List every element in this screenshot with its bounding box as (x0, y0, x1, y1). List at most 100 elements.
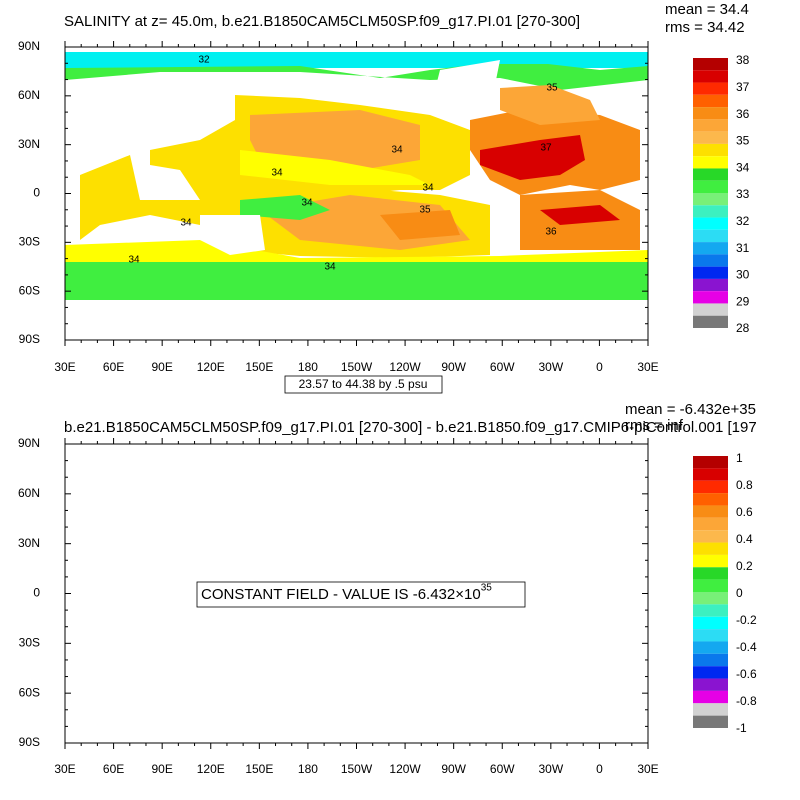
colorbar-label: -0.4 (736, 640, 757, 654)
colorbar-label: 1 (736, 451, 743, 465)
stat: rms = 34.42 (665, 19, 745, 36)
lat-label: 90S (19, 735, 40, 749)
colorbar-box (693, 554, 728, 568)
colorbar-box (693, 690, 728, 704)
colorbar-box (693, 703, 728, 716)
lat-label: 0 (33, 586, 40, 600)
contour-label: 34 (324, 262, 336, 273)
colorbar-box (693, 517, 728, 531)
lat-label: 30N (18, 536, 40, 550)
colorbar-box (693, 567, 728, 580)
lon-label: 0 (596, 360, 603, 374)
colorbar-box (693, 616, 728, 630)
colorbar-label: 34 (736, 160, 750, 174)
lon-label: 60W (490, 360, 515, 374)
contour-label: 32 (198, 55, 210, 66)
salinity-map (65, 40, 648, 340)
contour-label: 36 (545, 227, 557, 238)
colorbar-box (693, 291, 728, 304)
lon-label: 30E (637, 360, 658, 374)
colorbar-box (693, 70, 728, 83)
info-box (284, 375, 443, 394)
colorbar-label: 38 (736, 53, 750, 67)
colorbar-label: 28 (736, 321, 750, 335)
colorbar-label: 37 (736, 80, 750, 94)
panel-title: b.e21.B1850CAM5CLM50SP.f09_g17.PI.01 [27… (64, 419, 757, 436)
colorbar-box (693, 168, 728, 181)
colorbar-box (693, 229, 728, 243)
colorbar-label: 0.4 (736, 532, 753, 546)
lat-label: 90N (18, 436, 40, 450)
colorbar-label: 35 (736, 134, 750, 148)
contour-label: 35 (546, 83, 558, 94)
colorbar-label: -0.6 (736, 667, 757, 681)
colorbar-box (693, 604, 728, 617)
colorbar-box (693, 641, 728, 654)
lat-label: 90N (18, 39, 40, 53)
colorbar-box (693, 579, 728, 592)
lat-label: 90S (19, 332, 40, 346)
colorbar-label: 0.8 (736, 478, 753, 492)
colorbar-label: 0.2 (736, 559, 753, 573)
lat-label: 0 (33, 186, 40, 200)
colorbar-box (693, 205, 728, 218)
colorbar-box (693, 468, 728, 481)
colorbar-box (693, 592, 728, 605)
colorbar-box (693, 217, 728, 230)
stat: mean = -6.432e+35 (625, 401, 756, 418)
lon-label: 150W (341, 762, 373, 776)
lon-label: 180 (298, 762, 318, 776)
colorbar-box (693, 530, 728, 543)
colorbar-box (693, 82, 728, 95)
lon-label: 30W (538, 360, 563, 374)
colorbar-box (693, 119, 728, 132)
message-text: CONSTANT FIELD - VALUE IS -6.432×10 (201, 586, 481, 603)
lon-label: 90W (441, 762, 466, 776)
colorbar-box (693, 107, 728, 120)
colorbar-box (693, 480, 728, 494)
stat: mean = 34.4 (665, 1, 749, 18)
colorbar-box (693, 315, 728, 328)
colorbar-box (693, 653, 728, 667)
lon-label: 180 (298, 360, 318, 374)
colorbar-box (693, 678, 728, 691)
colorbar-box (693, 94, 728, 108)
panel-title: SALINITY at z= 45.0m, b.e21.B1850CAM5CLM… (64, 13, 580, 30)
message-exponent: 35 (481, 583, 493, 594)
colorbar-label: -0.8 (736, 694, 757, 708)
lat-label: 60S (19, 685, 40, 699)
lon-label: 150E (245, 360, 273, 374)
contour-label: 35 (419, 205, 431, 216)
lon-label: 30E (54, 360, 75, 374)
lon-label: 30E (54, 762, 75, 776)
colorbar-box (693, 542, 728, 555)
colorbar-box (693, 666, 728, 679)
lat-label: 30S (19, 636, 40, 650)
contour-label: 34 (180, 218, 192, 229)
colorbar-box (693, 278, 728, 292)
colorbar-box (693, 266, 728, 279)
colorbar-box (693, 156, 728, 169)
colorbar-box (693, 242, 728, 255)
stat: rms = inf (625, 417, 684, 434)
colorbar-box (693, 254, 728, 267)
colorbar-label: 30 (736, 268, 750, 282)
message-box (196, 581, 526, 608)
lat-label: 60N (18, 88, 40, 102)
colorbar-box (693, 180, 728, 193)
lon-label: 150W (341, 360, 373, 374)
lat-label: 60S (19, 283, 40, 297)
colorbar-box (693, 143, 728, 157)
lon-label: 60W (490, 762, 515, 776)
lon-label: 120E (197, 762, 225, 776)
contour-label: 34 (301, 198, 313, 209)
colorbar-label: -0.2 (736, 613, 757, 627)
contour-label: 34 (422, 183, 434, 194)
colorbar-label: 32 (736, 214, 750, 228)
colorbar-box (693, 58, 728, 71)
lon-label: 150E (245, 762, 273, 776)
colorbar-label: 0 (736, 586, 743, 600)
lon-label: 90E (151, 360, 172, 374)
lat-label: 30N (18, 137, 40, 151)
